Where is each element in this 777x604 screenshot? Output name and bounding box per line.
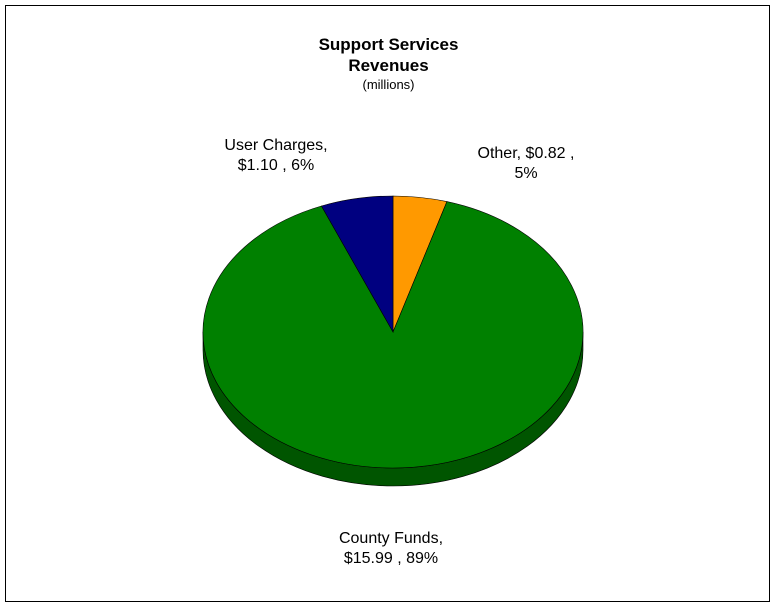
data-label-county-funds: County Funds, $15.99 , 89% <box>321 529 461 569</box>
data-label-other-line-1: Other, $0.82 , <box>477 145 575 162</box>
pie-chart <box>202 195 584 487</box>
data-label-user-charges: User Charges, $1.10 , 6% <box>206 136 346 176</box>
data-label-county-funds-line-2: $15.99 , 89% <box>343 550 439 567</box>
data-label-county-funds-line-1: County Funds, <box>338 530 444 547</box>
data-label-other-line-2: 5% <box>514 165 538 182</box>
data-label-other: Other, $0.82 , 5% <box>456 144 596 184</box>
pie-slice-county-funds <box>202 201 584 469</box>
pie-slice-user-charges <box>321 195 394 334</box>
chart-title-line-2: Revenues <box>348 56 429 75</box>
chart-title-line-1: Support Services <box>318 35 459 54</box>
chart-frame: Support Services Revenues (millions) Use… <box>5 5 770 602</box>
data-label-user-charges-line-1: User Charges, <box>224 137 328 154</box>
chart-title-block: Support Services Revenues (millions) <box>6 34 771 93</box>
data-label-user-charges-line-2: $1.10 , 6% <box>237 157 315 174</box>
chart-subtitle: (millions) <box>362 77 415 92</box>
